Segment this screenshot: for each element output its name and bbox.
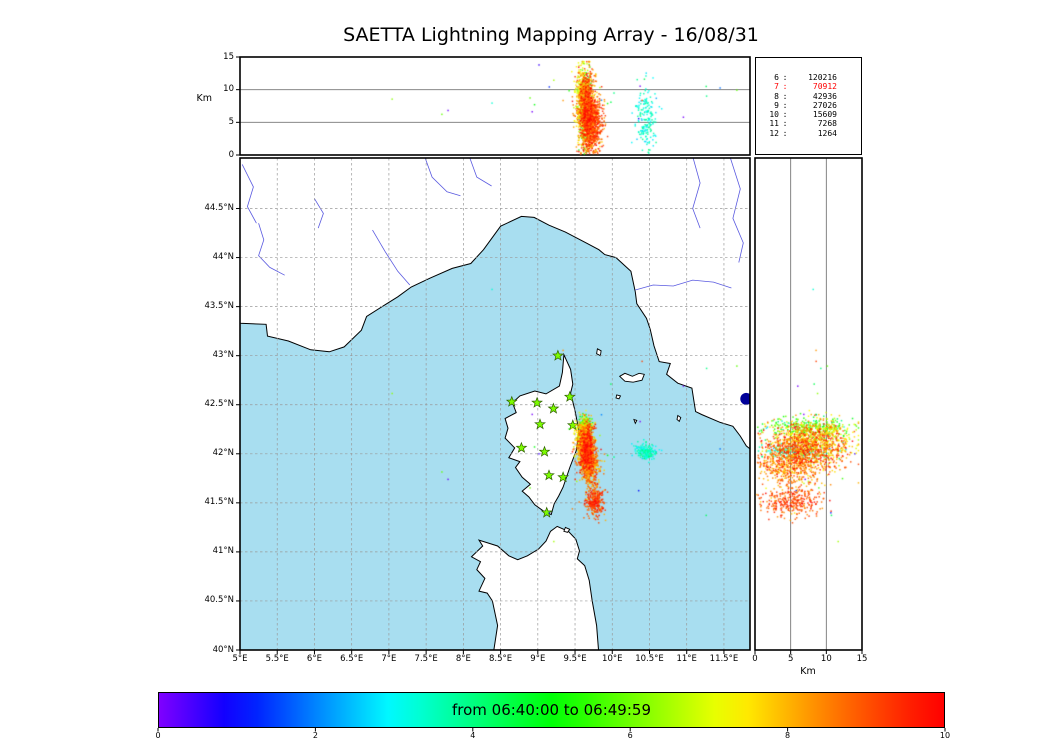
lon-tick-label: 8°E [455,654,471,664]
altitude-tick-label: 15 [223,51,234,62]
station-statistics-panel: 6:120216 7:70912 8:42936 9:27026 10:15609 11:… [755,57,862,155]
station-count-key: 12 [769,128,779,138]
colorbar-tick-label: 8 [785,731,791,740]
colon-separator: : [782,91,788,101]
colorbar-tick-label: 0 [155,731,161,740]
lat-tick-label: 41.5°N [204,497,234,508]
lat-tick-label: 44°N [212,252,234,263]
station-count-row: 8: 42936 [756,92,861,101]
colon-separator: : [782,110,788,120]
lon-tick-label: 6°E [306,654,322,664]
lon-tick-label: 10.5°E [635,654,664,664]
station-count-key: 9 [774,100,779,110]
lon-tick-label: 7°E [381,654,397,664]
station-count-value: 120216 [808,73,837,82]
altitude-tick-label: 0 [228,149,234,160]
lat-tick-label: 41°N [212,546,234,557]
altitude-tick-label: 5 [228,116,234,127]
lat-tick-label: 43°N [212,350,234,361]
colon-separator: : [782,82,788,92]
lat-tick-label: 40.5°N [204,595,234,606]
altitude-tick-label: 0 [752,654,758,664]
lon-tick-label: 5°E [232,654,248,664]
station-count-key: 10 [769,110,779,120]
colon-separator: : [782,73,788,82]
altitude-tick-label: 10 [223,84,234,95]
colorbar-tick-label: 4 [470,731,476,740]
lon-tick-label: 6.5°E [340,654,364,664]
figure-title: SAETTA Lightning Mapping Array - 16/08/3… [343,24,759,46]
lat-tick-label: 42.5°N [204,399,234,410]
altitude-tick-label: 10 [820,654,832,664]
station-count-row: 10: 15609 [756,110,861,119]
lon-tick-label: 11.5°E [709,654,739,664]
lat-tick-label: 43.5°N [204,301,234,312]
colon-separator: : [782,119,788,129]
colorbar-tick-label: 10 [939,731,951,740]
colorbar-tick-label: 2 [312,731,318,740]
lat-tick-label: 44.5°N [204,203,234,214]
station-count-key: 6 [774,73,779,82]
station-count-key: 7 [774,82,779,92]
lon-tick-label: 8.5°E [489,654,513,664]
station-count-row: 7: 70912 [756,82,861,91]
colon-separator: : [782,128,788,138]
colorbar: from 06:40:00 to 06:49:59 [158,692,945,728]
colorbar-tick-label: 6 [627,731,633,740]
altitude-tick-label: 15 [856,654,868,664]
right-panel-x-axis-label: Km [800,666,816,677]
altitude-tick-label: 5 [787,654,794,664]
top-panel-y-axis-label: Km [196,93,212,104]
station-count-value: 7268 [817,119,837,129]
lat-tick-label: 40°N [212,644,234,655]
lon-tick-label: 10°E [602,654,623,664]
station-count-key: 11 [769,119,779,129]
station-count-value: 70912 [812,82,837,92]
lat-tick-label: 42°N [212,448,234,459]
lon-tick-label: 9.5°E [563,654,587,664]
lon-tick-label: 9°E [530,654,546,664]
station-count-row: 12: 1264 [756,129,861,138]
station-count-row: 9: 27026 [756,101,861,110]
station-count-key: 8 [774,91,779,101]
lon-tick-label: 7.5°E [414,654,438,664]
lon-tick-label: 11°E [676,654,697,664]
station-count-value: 27026 [812,100,837,110]
station-count-row: 11: 7268 [756,119,861,128]
station-count-value: 1264 [817,128,837,138]
station-count-value: 15609 [812,110,837,120]
station-count-row: 6: 120216 [756,73,861,82]
colorbar-time-range-label: from 06:40:00 to 06:49:59 [451,701,651,719]
lon-tick-label: 5.5°E [265,654,289,664]
station-count-value: 42936 [812,91,837,101]
colon-separator: : [782,100,788,110]
